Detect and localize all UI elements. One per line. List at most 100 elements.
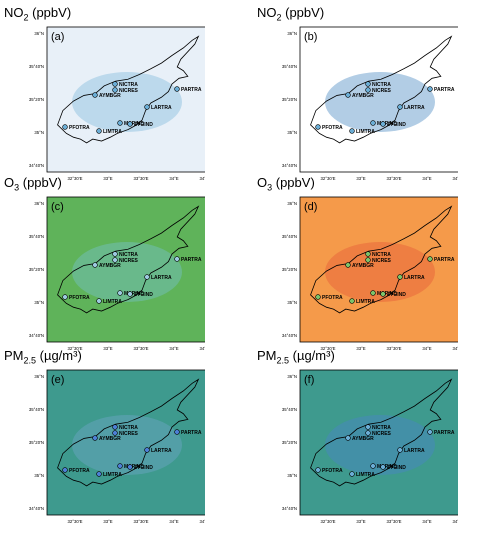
station-label: PFOTRA: [69, 295, 90, 301]
station-label: AYMBGR: [99, 93, 121, 99]
lon-tick-label: 33°E: [356, 176, 365, 181]
station-marker: [127, 291, 133, 297]
lon-tick-label: 32°30′E: [321, 346, 336, 351]
station-label: PARTRA: [181, 430, 202, 436]
lon-tick-label: 33°30′E: [387, 519, 402, 524]
station-marker: [174, 86, 180, 92]
station-label: ZYGIND: [387, 465, 406, 471]
station-marker: [315, 294, 321, 300]
station-label: PARTRA: [181, 87, 202, 93]
lat-tick-label: 36°N: [287, 31, 297, 36]
lat-tick-label: 35°20′N: [29, 267, 44, 272]
panel-title-3: O3 (ppbV): [257, 175, 315, 193]
lat-tick-label: 35°N: [34, 130, 44, 135]
concentration-field: [72, 415, 182, 475]
station-label: PARTRA: [434, 257, 455, 263]
station-marker: [92, 262, 98, 268]
panel-title-4: PM2.5 (µg/m³): [4, 348, 82, 366]
lon-tick-label: 33°E: [103, 176, 112, 181]
concentration-field: [72, 72, 182, 132]
station-marker: [127, 464, 133, 470]
station-label: NICRES: [372, 258, 392, 264]
cyprus-outline: [310, 35, 453, 144]
lon-tick-label: 34°30′E: [200, 519, 205, 524]
station-label: ZYGIND: [134, 122, 153, 128]
title-subscript: 2.5: [276, 355, 290, 366]
station-label: ZYGIND: [134, 292, 153, 298]
lat-tick-label: 36°N: [34, 374, 44, 379]
station-label: PFOTRA: [322, 125, 343, 131]
station-marker: [62, 294, 68, 300]
station-marker: [117, 463, 123, 469]
lat-tick-label: 35°20′N: [282, 267, 297, 272]
title-units: (µg/m³): [289, 348, 335, 363]
lon-tick-label: 33°30′E: [134, 346, 149, 351]
panel-letter: (c): [51, 201, 64, 213]
lon-tick-label: 34°30′E: [200, 346, 205, 351]
title-units: (µg/m³): [36, 348, 82, 363]
panel-letter: (f): [304, 374, 314, 386]
lat-tick-label: 35°20′N: [29, 440, 44, 445]
station-label: LARTRA: [151, 448, 172, 454]
lat-tick-label: 34°40′N: [282, 506, 297, 511]
station-label: AYMBGR: [352, 263, 374, 269]
title-units: (ppbV): [28, 5, 72, 20]
lat-tick-label: 35°20′N: [29, 97, 44, 102]
cyprus-outline: [57, 378, 200, 487]
title-subscript: 2: [23, 12, 29, 23]
map-panel-d: (d) 36°N 35°40′N 35°20′N 35°N 34°40′N 32°30′E 3…: [282, 196, 458, 351]
station-label: MARIND: [124, 464, 144, 470]
station-marker: [144, 274, 150, 280]
lon-tick-label: 33°E: [356, 519, 365, 524]
station-marker: [127, 121, 133, 127]
title-subscript: 2: [276, 12, 282, 23]
station-label: LARTRA: [404, 275, 425, 281]
lat-tick-label: 34°40′N: [29, 506, 44, 511]
station-label: NICTRA: [372, 82, 391, 88]
title-subscript: 3: [14, 182, 20, 193]
station-label: NICTRA: [119, 252, 138, 258]
lon-tick-label: 33°30′E: [134, 176, 149, 181]
lat-tick-label: 35°20′N: [282, 440, 297, 445]
panel-title-2: O3 (ppbV): [4, 175, 62, 193]
station-marker: [345, 435, 351, 441]
station-marker: [117, 120, 123, 126]
concentration-field: [325, 415, 435, 475]
cyprus-outline: [57, 205, 200, 314]
station-marker: [112, 430, 118, 436]
cyprus-outline: [310, 378, 453, 487]
station-marker: [345, 262, 351, 268]
title-species: PM: [4, 348, 24, 363]
station-label: ZYGIND: [387, 122, 406, 128]
station-label: NICRES: [119, 258, 139, 264]
station-label: NICTRA: [372, 252, 391, 258]
station-marker: [96, 128, 102, 134]
lat-tick-label: 35°N: [34, 300, 44, 305]
station-marker: [349, 128, 355, 134]
station-marker: [370, 290, 376, 296]
station-marker: [349, 298, 355, 304]
lon-tick-label: 33°E: [356, 346, 365, 351]
map-panel-a: (a) 36°N 35°40′N 35°20′N 35°N 34°40′N 32°30′E 3…: [29, 26, 205, 181]
lat-tick-label: 35°40′N: [282, 64, 297, 69]
station-label: LIMTRA: [103, 299, 122, 305]
station-label: AYMBGR: [99, 436, 121, 442]
lon-tick-label: 32°30′E: [68, 176, 83, 181]
lat-tick-label: 35°N: [34, 473, 44, 478]
station-label: PFOTRA: [322, 468, 343, 474]
title-subscript: 2.5: [23, 355, 37, 366]
lon-tick-label: 34°30′E: [453, 176, 458, 181]
station-label: LARTRA: [151, 275, 172, 281]
station-marker: [315, 124, 321, 130]
station-marker: [62, 124, 68, 130]
lon-tick-label: 33°E: [103, 519, 112, 524]
lat-tick-label: 35°40′N: [29, 407, 44, 412]
station-marker: [144, 104, 150, 110]
panel-letter: (a): [51, 31, 64, 43]
station-marker: [365, 257, 371, 263]
cyprus-outline: [57, 35, 200, 144]
lat-tick-label: 34°40′N: [29, 163, 44, 168]
lat-tick-label: 35°40′N: [29, 64, 44, 69]
station-marker: [370, 463, 376, 469]
